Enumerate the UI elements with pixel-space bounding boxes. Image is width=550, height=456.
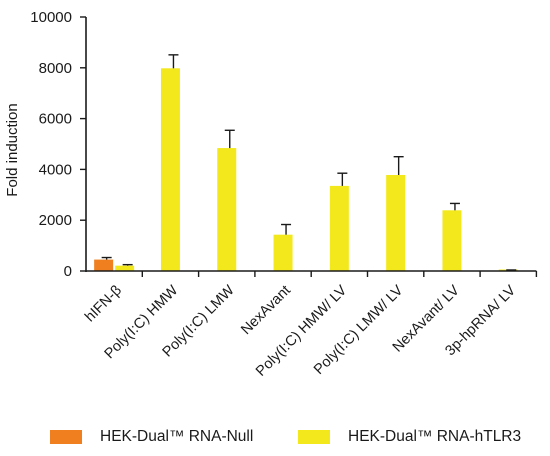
legend-label-htlr3: HEK-Dual™ RNA-hTLR3 xyxy=(348,428,522,445)
bar xyxy=(160,68,180,271)
bar xyxy=(386,174,406,271)
bar xyxy=(442,210,462,271)
bar xyxy=(94,259,114,271)
x-tick-label: hIFN-β xyxy=(82,283,125,326)
bar-chart: 0 2000 4000 6000 8000 10000 Fold induction hI… xyxy=(4,9,538,380)
legend-swatch-null xyxy=(50,430,82,444)
legend-item-null: HEK-Dual™ RNA-Null xyxy=(50,428,253,446)
bar xyxy=(329,185,349,271)
x-tick-label: NexAvant xyxy=(238,283,294,339)
bar xyxy=(217,148,237,271)
y-tick-label: 4000 xyxy=(39,161,72,178)
legend: HEK-Dual™ RNA-Null HEK-Dual™ RNA-hTLR3 xyxy=(50,425,550,449)
bar xyxy=(273,234,293,271)
legend-label-null: HEK-Dual™ RNA-Null xyxy=(100,428,254,445)
legend-swatch-htlr3 xyxy=(298,430,330,444)
y-axis: 0 2000 4000 6000 8000 10000 xyxy=(30,9,87,280)
y-tick-label: 2000 xyxy=(39,212,72,229)
y-tick-label: 6000 xyxy=(39,111,72,128)
bars-group xyxy=(94,54,518,271)
y-tick-label: 10000 xyxy=(30,9,72,26)
y-tick-label: 0 xyxy=(64,263,72,280)
y-axis-title: Fold induction xyxy=(4,103,21,196)
y-tick-label: 8000 xyxy=(39,60,72,77)
legend-item-htlr3: HEK-Dual™ RNA-hTLR3 xyxy=(298,428,521,446)
bar xyxy=(115,265,135,271)
